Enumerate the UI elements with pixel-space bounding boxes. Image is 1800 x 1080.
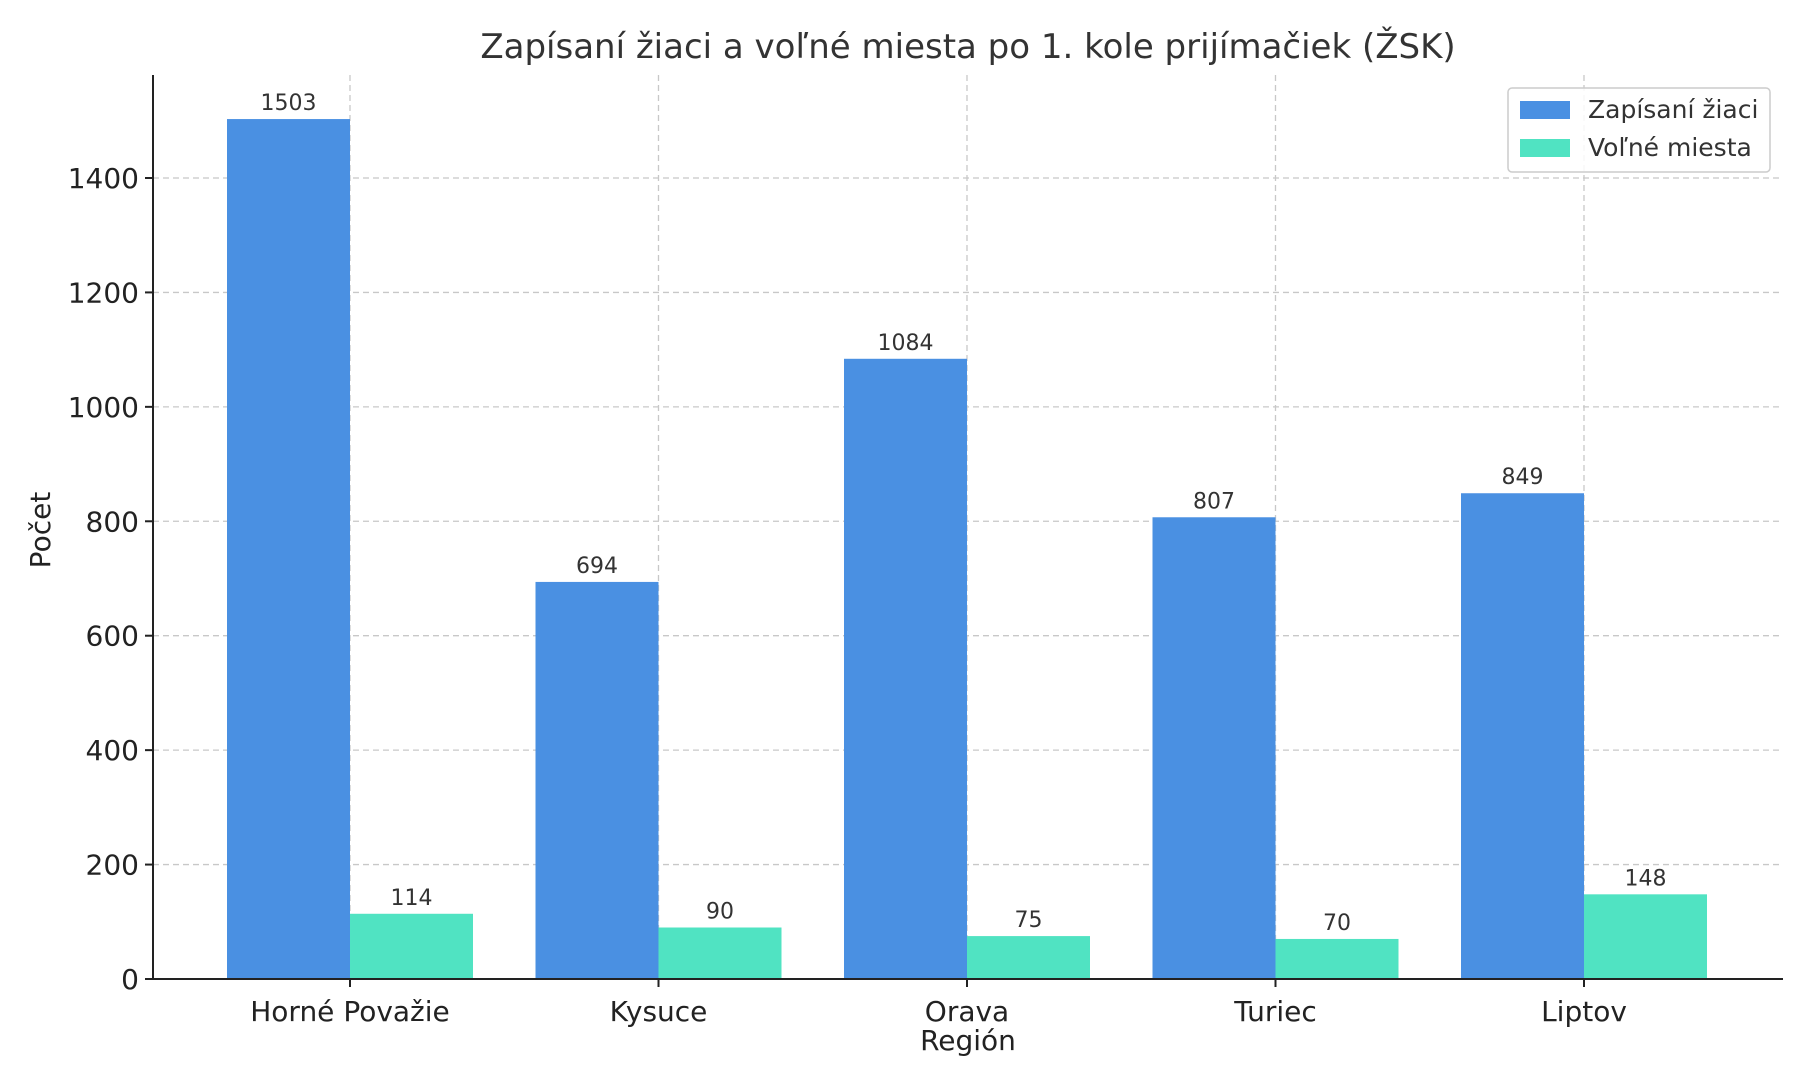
bar-zapisani-ziaci-liptov [1461, 493, 1584, 979]
data-label-volne-miesta-liptov: 148 [1625, 866, 1667, 891]
data-label-volne-miesta-orava: 75 [1015, 908, 1043, 933]
y-tick-label: 1000 [68, 391, 139, 424]
data-label-zapisani-ziaci-orava: 1084 [878, 331, 934, 356]
x-tick-label-turiec: Turiec [1233, 995, 1317, 1028]
y-tick-label: 800 [86, 505, 139, 538]
data-label-zapisani-ziaci-kysuce: 694 [576, 554, 618, 579]
bar-volne-miesta-kysuce [658, 927, 782, 979]
x-tick-label-kysuce: Kysuce [610, 995, 708, 1028]
legend: Zapísaní žiaci Voľné miesta [1507, 87, 1771, 173]
bar-zapisani-ziaci-orava [844, 358, 967, 979]
legend-label-zapisani-ziaci: Zapísaní žiaci [1588, 95, 1758, 124]
x-tick-label-liptov: Liptov [1541, 995, 1627, 1028]
bar-volne-miesta-orava [967, 936, 1090, 979]
y-tick-label: 0 [121, 963, 139, 996]
bar-zapisani-ziaci-horne-povazie [227, 119, 350, 980]
legend-swatch-volne-miesta [1520, 139, 1570, 157]
bar-volne-miesta-horne-povazie [350, 913, 473, 979]
bar-volne-miesta-turiec [1275, 938, 1399, 979]
y-tick-label: 200 [86, 849, 139, 882]
bar-zapisani-ziaci-kysuce [535, 581, 659, 979]
chart-title: Zapísaní žiaci a voľné miesta po 1. kole… [480, 26, 1455, 67]
legend-label-volne-miesta: Voľné miesta [1588, 133, 1752, 162]
data-label-zapisani-ziaci-horne-povazie: 1503 [261, 91, 317, 116]
legend-box [1507, 87, 1771, 173]
data-label-volne-miesta-turiec: 70 [1323, 911, 1351, 936]
bar-volne-miesta-liptov [1584, 894, 1707, 979]
x-tick-label-orava: Orava [925, 995, 1009, 1028]
data-label-zapisani-ziaci-liptov: 849 [1502, 465, 1544, 490]
y-tick-label: 1400 [68, 162, 139, 195]
data-label-zapisani-ziaci-turiec: 807 [1193, 489, 1235, 514]
y-tick-label: 1200 [68, 276, 139, 309]
x-tick-label-horne-povazie: Horné Považie [250, 995, 450, 1028]
legend-swatch-zapisani-ziaci [1520, 101, 1570, 119]
y-tick-label: 400 [86, 734, 139, 767]
bar-zapisani-ziaci-turiec [1152, 517, 1276, 979]
y-tick-label: 600 [86, 620, 139, 653]
data-label-volne-miesta-horne-povazie: 114 [391, 886, 433, 911]
ticks-layer: 0 200 400 600 800 1000 1200 1400 Horné Považie Ky… [68, 162, 1627, 1028]
data-label-volne-miesta-kysuce: 90 [706, 900, 734, 925]
data-labels-layer: 1503 694 1084 807 849 114 90 75 70 148 [261, 91, 1667, 936]
bars-layer [227, 119, 1707, 980]
y-axis-title: Počet [24, 492, 57, 569]
x-axis-title: Región [920, 1024, 1016, 1057]
